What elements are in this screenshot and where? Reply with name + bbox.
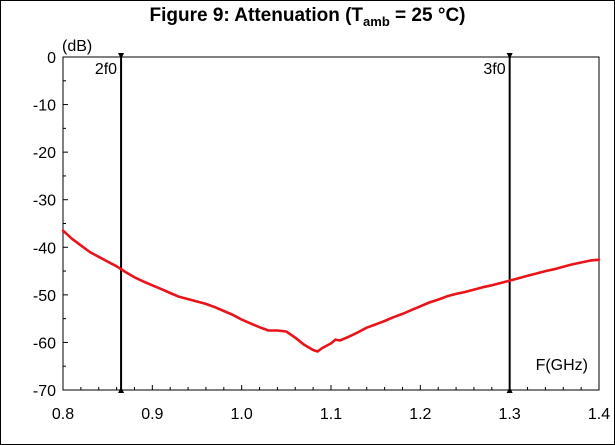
attenuation-series-line bbox=[61, 229, 601, 353]
harmonic-marker-bottom-arrow bbox=[118, 387, 125, 393]
harmonic-marker-label: 3f0 bbox=[483, 61, 505, 78]
y-tick-label: -50 bbox=[33, 288, 56, 305]
plot-area bbox=[62, 56, 600, 391]
chart-title: Figure 9: Attenuation (Tamb = 25 °C) bbox=[149, 5, 466, 29]
x-tick-label: 0.8 bbox=[52, 406, 74, 423]
y-tick-label: -30 bbox=[33, 193, 56, 210]
y-tick-label: -10 bbox=[33, 98, 56, 115]
x-axis-label: F(GHz) bbox=[536, 357, 588, 374]
x-tick-label: 1.4 bbox=[588, 406, 610, 423]
x-tick-label: 1.3 bbox=[499, 406, 521, 423]
harmonic-marker-label: 2f0 bbox=[95, 61, 117, 78]
harmonic-marker-top-arrow bbox=[506, 53, 513, 59]
y-tick-label: -20 bbox=[33, 145, 56, 162]
y-axis-label: (dB) bbox=[62, 38, 92, 55]
harmonic-marker-bottom-arrow bbox=[506, 387, 513, 393]
y-tick-label: 0 bbox=[47, 50, 56, 67]
x-tick-label: 0.9 bbox=[141, 406, 163, 423]
x-tick-label: 1.0 bbox=[231, 406, 253, 423]
harmonic-marker-top-arrow bbox=[118, 53, 125, 59]
y-tick-label: -70 bbox=[33, 383, 56, 400]
x-tick-label: 1.1 bbox=[320, 406, 342, 423]
x-tick-label: 1.2 bbox=[409, 406, 431, 423]
y-tick-label: -40 bbox=[33, 240, 56, 257]
y-tick-label: -60 bbox=[33, 335, 56, 352]
